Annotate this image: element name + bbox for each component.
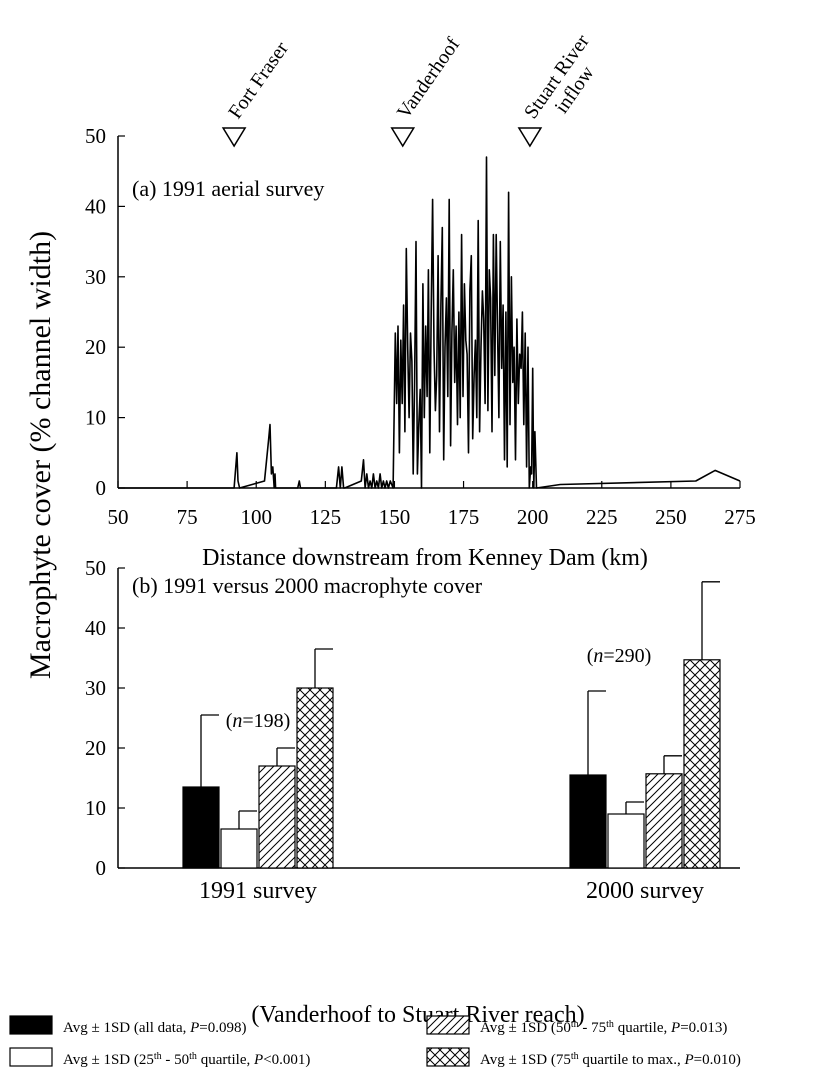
- sample-size-annotation: (n=198): [226, 710, 291, 732]
- legend-entry: Avg ± 1SD (75th quartile to max., P=0.01…: [480, 1051, 741, 1069]
- y-tick-label: 30: [85, 676, 106, 700]
- x-tick-label: 100: [240, 505, 272, 529]
- y-tick-label: 10: [85, 796, 106, 820]
- x-category-label: 2000 survey: [586, 878, 704, 904]
- legend-swatch: [9, 1047, 53, 1067]
- y-tick-label: 40: [85, 194, 106, 218]
- panel-b: 0 10 20 30 40 50 1991 survey 2000 survey (n=19…: [85, 556, 740, 1028]
- x-tick-label: 150: [379, 505, 411, 529]
- bar: [683, 659, 721, 869]
- panel-b-title: (b) 1991 versus 2000 macrophyte cover: [132, 573, 483, 598]
- location-marker-label-line: Vanderhoof: [393, 34, 465, 123]
- x-tick-label: 275: [724, 505, 756, 529]
- y-tick-label: 20: [85, 335, 106, 359]
- y-tick-label: 40: [85, 616, 106, 640]
- legend-swatch: [9, 1015, 53, 1035]
- y-tick-label: 0: [96, 476, 107, 500]
- y-tick-label: 0: [96, 856, 107, 880]
- panel-b-x-axis-label: (Vanderhoof to Stuart River reach): [251, 1002, 584, 1028]
- y-tick-label: 10: [85, 406, 106, 430]
- x-tick-label: 250: [655, 505, 687, 529]
- x-category-label: 1991 survey: [199, 878, 317, 904]
- x-tick-label: 125: [310, 505, 342, 529]
- x-tick-label: 200: [517, 505, 549, 529]
- x-tick-label: 225: [586, 505, 618, 529]
- panel-b-ticks: 0 10 20 30 40 50: [85, 556, 125, 880]
- legend-entry: Avg ± 1SD (all data, P=0.098): [63, 1020, 247, 1036]
- bar: [220, 828, 258, 869]
- location-marker-label: Fort Fraser: [224, 38, 293, 123]
- location-marker-label-line: Fort Fraser: [224, 38, 293, 123]
- location-marker-icon: [221, 127, 247, 148]
- y-tick-label: 30: [85, 265, 106, 289]
- sample-size-annotation: (n=290): [587, 645, 652, 667]
- x-tick-label: 75: [177, 505, 198, 529]
- series-line: [118, 156, 741, 489]
- y-axis-label: Macrophyte cover (% channel width): [24, 231, 57, 679]
- panel-a-x-axis-label: Distance downstream from Kenney Dam (km): [202, 545, 648, 571]
- legend-swatch: [426, 1047, 470, 1067]
- legend: Avg ± 1SD (all data, P=0.098) Avg ± 1SD (…: [9, 1015, 741, 1069]
- legend-swatch: [426, 1015, 470, 1035]
- location-marker-label: Vanderhoof: [393, 34, 465, 123]
- location-marker-label: Stuart Riverinflow: [520, 30, 612, 135]
- panel-a-location-markers: Fort Fraser Vanderhoof Stuart Riverinflow: [221, 30, 612, 148]
- panel-b-annotations: (n=198) (n=290): [226, 645, 652, 732]
- legend-entry: Avg ± 1SD (25th - 50th quartile, P<0.001…: [63, 1051, 310, 1069]
- location-marker-icon: [517, 127, 543, 148]
- panel-b-bars: 1991 survey 2000 survey: [182, 581, 721, 904]
- x-tick-label: 175: [448, 505, 480, 529]
- y-tick-label: 50: [85, 124, 106, 148]
- y-tick-label: 50: [85, 556, 106, 580]
- bar: [296, 687, 334, 869]
- x-tick-label: 50: [108, 505, 129, 529]
- panel-a-ticks: 0 10 20 30 40 50 50 75 100 125 150 175 200 225 250 275: [85, 124, 756, 529]
- location-marker-icon: [390, 127, 416, 148]
- legend-entry: Avg ± 1SD (50th - 75th quartile, P=0.013…: [480, 1019, 727, 1037]
- y-tick-label: 20: [85, 736, 106, 760]
- bar: [258, 765, 296, 869]
- bar: [645, 773, 683, 869]
- bar: [182, 786, 220, 869]
- bar: [607, 813, 645, 869]
- panel-a-title: (a) 1991 aerial survey: [132, 176, 324, 201]
- bar: [569, 774, 607, 869]
